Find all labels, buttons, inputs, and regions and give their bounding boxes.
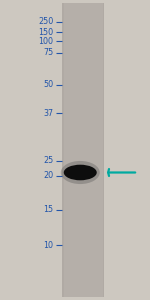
Text: 20: 20	[43, 171, 53, 180]
Text: 250: 250	[38, 17, 53, 26]
Text: 100: 100	[38, 37, 53, 46]
Text: 15: 15	[43, 206, 53, 214]
Ellipse shape	[61, 161, 100, 184]
Text: 10: 10	[43, 241, 53, 250]
Text: 75: 75	[43, 48, 53, 57]
Text: 37: 37	[43, 109, 53, 118]
Bar	[64, 3, 103, 297]
Text: 50: 50	[43, 80, 53, 89]
Bar	[62, 3, 104, 297]
Text: 150: 150	[38, 28, 53, 37]
Text: 25: 25	[43, 156, 53, 165]
Ellipse shape	[64, 165, 97, 180]
